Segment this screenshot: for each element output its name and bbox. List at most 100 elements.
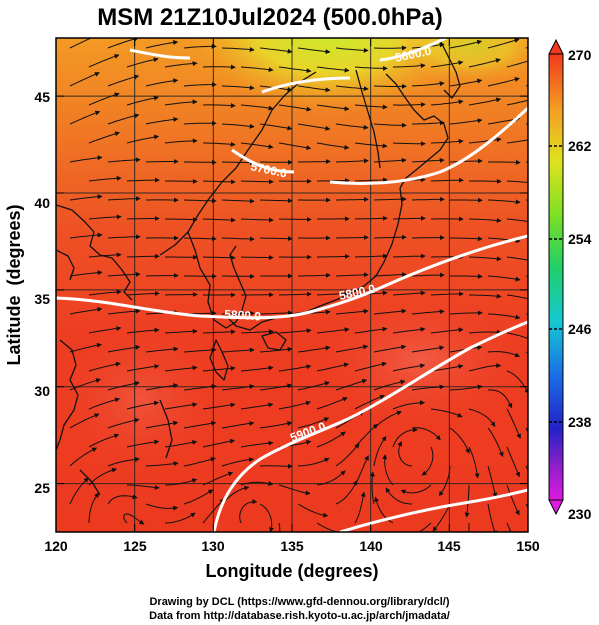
streamline-arrow (145, 420, 179, 429)
geopotential-contours (56, 38, 528, 532)
coastlines (56, 39, 461, 496)
streamline-arrow (468, 446, 480, 479)
streamline-arrow (468, 137, 502, 144)
streamline-arrow (221, 47, 255, 53)
streamline-arrow (506, 484, 520, 516)
y-tick-label: 30 (34, 383, 50, 399)
streamline-arrow (449, 310, 483, 316)
streamline-arrow (297, 123, 331, 131)
streamline-arrow (468, 408, 496, 427)
streamline-arrow (145, 346, 179, 353)
streamline-arrow (393, 63, 426, 69)
streamline-arrow (392, 400, 426, 410)
streamline-arrow (335, 272, 369, 278)
streamline-arrow (430, 291, 464, 297)
streamline-arrow (316, 397, 348, 410)
streamline-arrow (506, 99, 528, 106)
streamline-arrow (183, 43, 217, 49)
streamline-arrow (259, 503, 274, 532)
streamline-arrow (88, 433, 120, 448)
streamline-arrow (335, 344, 369, 353)
streamline-arrow (449, 158, 483, 164)
colorbar-tick-label: 262 (568, 138, 592, 154)
streamline-arrow (183, 456, 216, 467)
streamline-arrow (335, 85, 369, 92)
streamline-arrow (145, 40, 179, 49)
axis-ticks (55, 38, 529, 532)
streamline-arrow (107, 38, 140, 49)
streamline-arrow (221, 85, 255, 91)
streamline-arrow (107, 271, 141, 277)
streamline-arrow (506, 408, 521, 439)
streamline-arrow (107, 157, 141, 163)
streamline-arrow (126, 57, 159, 68)
streamline-arrow (373, 308, 407, 315)
streamline-arrow (240, 142, 274, 150)
streamline-arrow (69, 194, 103, 201)
streamline-arrow (126, 400, 160, 410)
streamline-arrow (373, 344, 407, 353)
streamline-arrow (183, 383, 217, 391)
streamline-arrow (525, 46, 528, 49)
contour-label: 5800.0 (224, 307, 262, 324)
streamline-arrow (107, 308, 141, 315)
streamline-arrow (335, 158, 369, 164)
streamline-arrow (438, 465, 451, 497)
streamline-arrow (69, 413, 100, 429)
credit-data: Data from http://database.rish.kyoto-u.a… (149, 610, 450, 622)
streamline-arrow (164, 138, 198, 144)
x-tick-label: 135 (280, 538, 304, 554)
streamline-arrow (525, 351, 528, 354)
streamline-arrow (126, 327, 160, 334)
streamline-arrow (392, 427, 418, 448)
streamline-arrow (88, 214, 122, 220)
streamline-arrow (373, 83, 407, 89)
streamline-arrow (88, 289, 122, 296)
streamline-arrow (449, 384, 483, 391)
streamline-arrow (221, 236, 255, 242)
streamline-arrow (411, 384, 445, 391)
streamline-arrow (145, 461, 179, 467)
x-tick-label: 150 (516, 538, 540, 554)
streamline-arrow (221, 123, 255, 129)
streamline-arrow (354, 491, 366, 524)
streamline-arrow (297, 503, 329, 518)
streamline-arrow (183, 120, 217, 126)
streamline-arrow (183, 420, 217, 429)
streamline-arrow (316, 522, 348, 532)
x-tick-label: 145 (437, 538, 461, 554)
streamline-arrow (259, 236, 293, 242)
streamline-arrow (88, 175, 122, 182)
streamline-arrow (373, 122, 407, 128)
streamline-arrow (487, 503, 497, 532)
streamline-arrow (202, 64, 236, 70)
colorbar-tick-label: 246 (568, 321, 592, 337)
streamline-arrow (183, 236, 217, 242)
streamline-arrow (468, 256, 502, 262)
streamline-arrow (202, 329, 236, 335)
streamline-arrow (468, 523, 470, 532)
streamline-arrow (487, 427, 504, 458)
streamline-arrow (240, 217, 274, 223)
streamline-arrow (88, 326, 122, 334)
streamline-arrow (317, 253, 350, 259)
streamline-arrow (335, 479, 358, 505)
streamline-arrow (88, 54, 120, 68)
streamline-arrow (69, 447, 98, 467)
streamline-arrow (506, 218, 528, 223)
streamline-arrow (221, 310, 255, 316)
streamline-arrow (469, 178, 502, 184)
streamline-arrow (126, 177, 160, 183)
streamline-arrow (411, 272, 445, 278)
streamline-arrow (316, 66, 350, 73)
streamline-arrow (450, 273, 483, 279)
streamline-arrow (432, 503, 451, 532)
streamline-arrow (297, 345, 331, 353)
streamline-arrow (354, 104, 388, 110)
streamline-arrow (393, 102, 426, 108)
streamline-arrow (335, 308, 369, 315)
streamline-arrow (278, 484, 311, 496)
streamline-arrow (240, 440, 274, 448)
streamline-arrow (278, 291, 312, 297)
streamline-arrow (165, 217, 198, 223)
